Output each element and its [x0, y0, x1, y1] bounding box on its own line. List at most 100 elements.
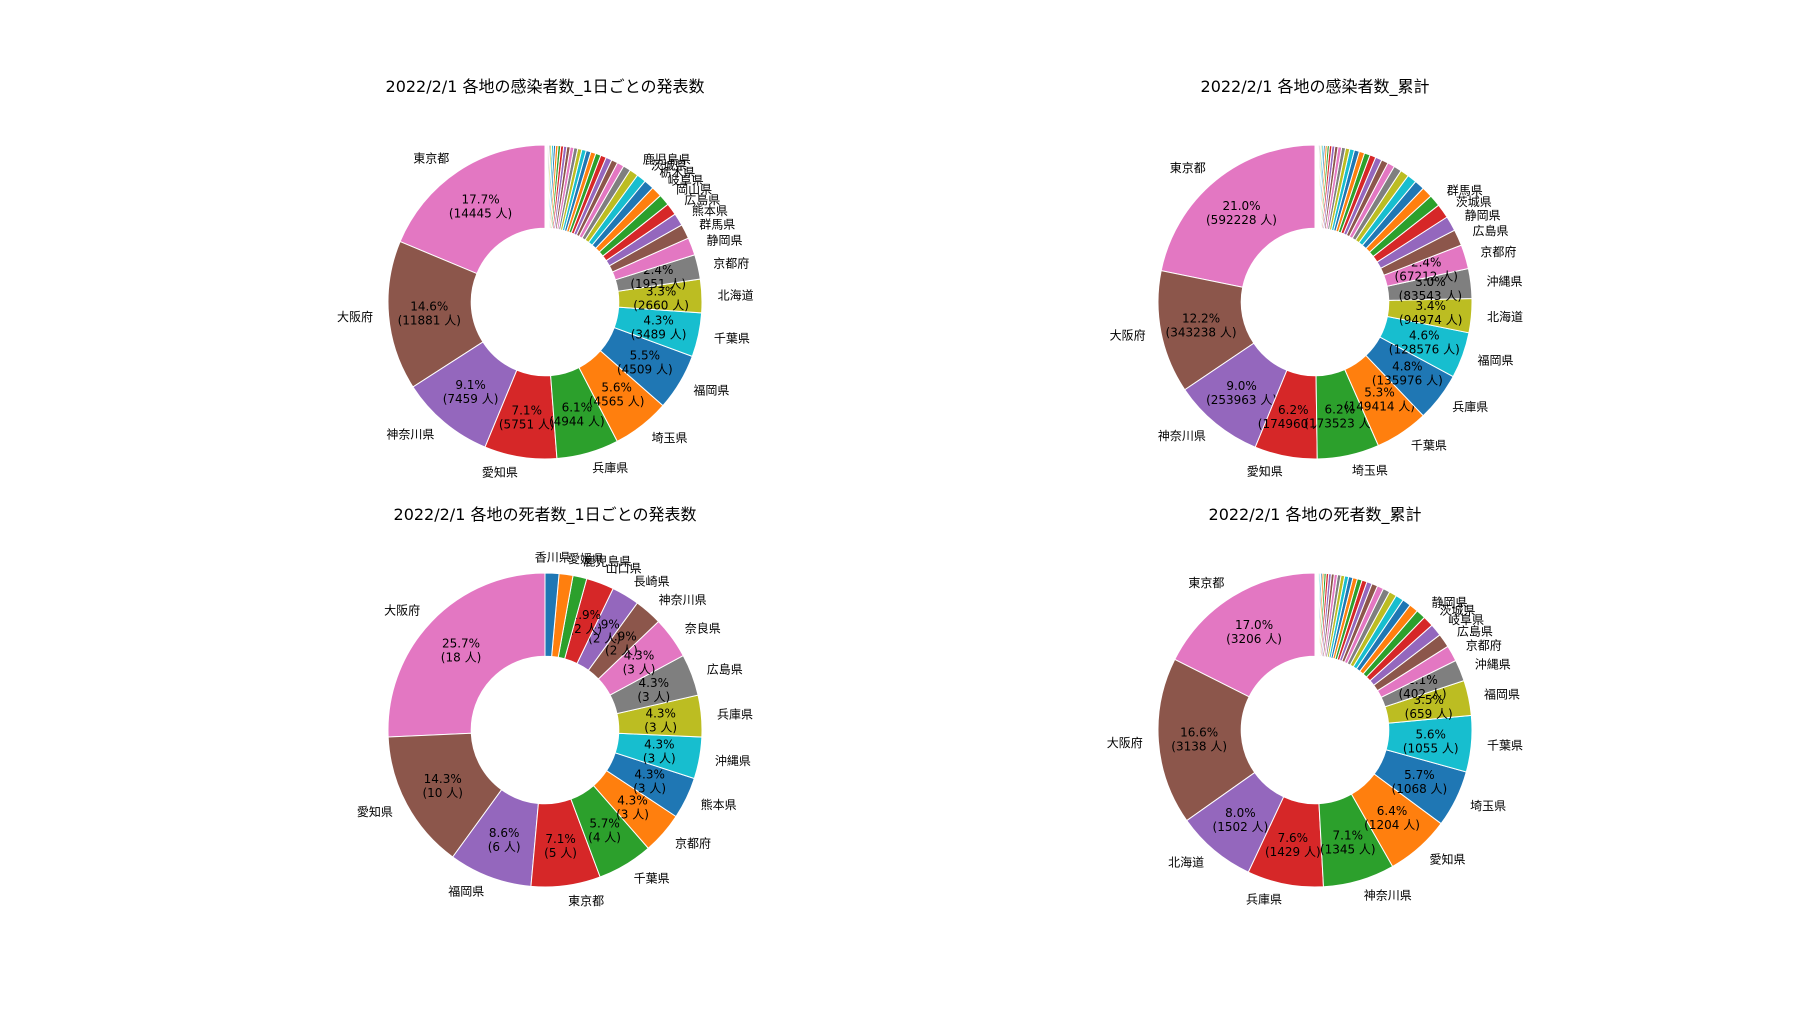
- slice-count: (83543 人): [1399, 289, 1462, 303]
- slice-count: (2 人): [569, 622, 602, 636]
- slice-label: 栃木県: [659, 166, 695, 180]
- pie-slice: [387, 240, 484, 388]
- slice-count: (402 人): [1398, 687, 1446, 701]
- slice-percent: 3.5%: [1413, 693, 1444, 707]
- slice-label: 愛媛県: [568, 552, 604, 566]
- slice-label: 北海道: [718, 287, 754, 302]
- slice-label: 長崎県: [634, 575, 670, 589]
- slice-count: (5751 人): [499, 418, 555, 432]
- slice-count: (149414 人): [1344, 400, 1415, 414]
- slice-label: 熊本県: [701, 797, 737, 812]
- slice-count: (659 人): [1405, 707, 1453, 721]
- slice-percent: 5.6%: [601, 380, 632, 394]
- chart-title: 2022/2/1 各地の死者数_累計: [1209, 505, 1422, 525]
- slice-percent: 3.4%: [1415, 299, 1446, 313]
- slice-count: (4509 人): [617, 362, 673, 376]
- slice-count: (67212 人): [1395, 269, 1458, 283]
- slice-count: (11881 人): [398, 313, 461, 327]
- slice-label: 神奈川県: [659, 593, 707, 607]
- slice-count: (94974 人): [1399, 313, 1462, 327]
- pie-slice: [1174, 572, 1316, 698]
- slice-label: 大阪府: [1110, 328, 1146, 343]
- slice-count: (3 人): [623, 663, 656, 677]
- slice-percent: 5.3%: [1364, 386, 1395, 400]
- slice-percent: 4.3%: [617, 793, 648, 807]
- slice-percent: 21.0%: [1222, 199, 1260, 213]
- slice-percent: 4.3%: [645, 707, 676, 721]
- slice-count: (18 人): [441, 651, 481, 665]
- slice-count: (3 人): [637, 690, 670, 704]
- slice-percent: 12.2%: [1182, 312, 1220, 326]
- slice-count: (4944 人): [549, 415, 605, 429]
- slice-label: 群馬県: [1447, 183, 1483, 197]
- slice-percent: 14.6%: [410, 299, 448, 313]
- slice-label: 大阪府: [1107, 735, 1143, 750]
- slice-label: 神奈川県: [1158, 429, 1206, 443]
- chart-title: 2022/2/1 各地の死者数_1日ごとの発表数: [394, 505, 697, 525]
- slice-label: 福岡県: [448, 884, 484, 899]
- slice-percent: 6.2%: [1325, 403, 1356, 417]
- slice-label: 沖縄県: [715, 753, 751, 768]
- slice-count: (3138 人): [1171, 740, 1227, 754]
- slice-label: 静岡県: [1465, 209, 1501, 223]
- slice-count: (3 人): [644, 721, 677, 735]
- slice-count: (4565 人): [589, 394, 645, 408]
- slice-count: (3 人): [633, 781, 666, 795]
- slice-label: 熊本県: [692, 203, 728, 218]
- slice-percent: 4.3%: [644, 738, 675, 752]
- slice-percent: 25.7%: [442, 637, 480, 651]
- slice-count: (1055 人): [1403, 741, 1459, 755]
- slice-count: (3489 人): [631, 327, 687, 341]
- slice-label: 神奈川県: [386, 428, 434, 442]
- slice-label: 静岡県: [1431, 595, 1467, 609]
- slice-count: (174960 人): [1258, 417, 1329, 431]
- slice-label: 千葉県: [714, 331, 750, 345]
- slice-percent: 5.5%: [630, 348, 661, 362]
- slice-percent: 7.6%: [1278, 831, 1309, 845]
- slice-count: (173523 人): [1304, 417, 1375, 431]
- pie-slice: [387, 572, 546, 738]
- slice-percent: 5.7%: [1404, 768, 1435, 782]
- slice-percent: 14.3%: [424, 772, 462, 786]
- slice-count: (1429 人): [1265, 845, 1321, 859]
- slice-percent: 7.1%: [511, 404, 542, 418]
- slice-label: 京都府: [1480, 244, 1516, 259]
- slice-label: 埼玉県: [1352, 464, 1388, 478]
- slice-count: (592228 人): [1206, 213, 1277, 227]
- slice-label: 香川県: [535, 550, 571, 564]
- slice-count: (343238 人): [1166, 326, 1237, 340]
- slice-label: 広島県: [1472, 223, 1508, 238]
- slice-count: (1068 人): [1392, 782, 1448, 796]
- slice-label: 愛知県: [1430, 852, 1466, 866]
- slice-count: (6 人): [488, 840, 521, 854]
- slice-count: (14445 人): [449, 206, 512, 220]
- slice-label: 岐阜県: [668, 174, 704, 188]
- slice-count: (1951 人): [630, 277, 686, 291]
- slice-label: 千葉県: [1411, 439, 1447, 453]
- slice-label: 広島県: [707, 661, 743, 676]
- slice-count: (3206 人): [1226, 632, 1282, 646]
- slice-count: (135976 人): [1372, 374, 1443, 388]
- slice-label: 鹿児島県: [643, 152, 691, 167]
- slice-label: 兵庫県: [592, 461, 628, 475]
- slice-percent: 5.6%: [1415, 727, 1446, 741]
- slice-label: 大阪府: [384, 603, 420, 618]
- slice-count: (2660 人): [633, 299, 689, 313]
- slice-label: 広島県: [1457, 624, 1493, 639]
- slice-count: (10 人): [422, 786, 462, 800]
- slice-label: 埼玉県: [651, 431, 687, 445]
- slice-label: 岡山県: [676, 183, 712, 197]
- slice-label: 沖縄県: [1486, 274, 1522, 289]
- slice-percent: 9.1%: [455, 378, 486, 392]
- slice-label: 山口県: [606, 561, 642, 575]
- slice-count: (7459 人): [443, 392, 499, 406]
- slice-label: 福岡県: [1484, 687, 1520, 702]
- slice-percent: 3.3%: [646, 285, 677, 299]
- slice-label: 茨城県: [1440, 603, 1476, 617]
- slice-percent: 4.3%: [643, 313, 674, 327]
